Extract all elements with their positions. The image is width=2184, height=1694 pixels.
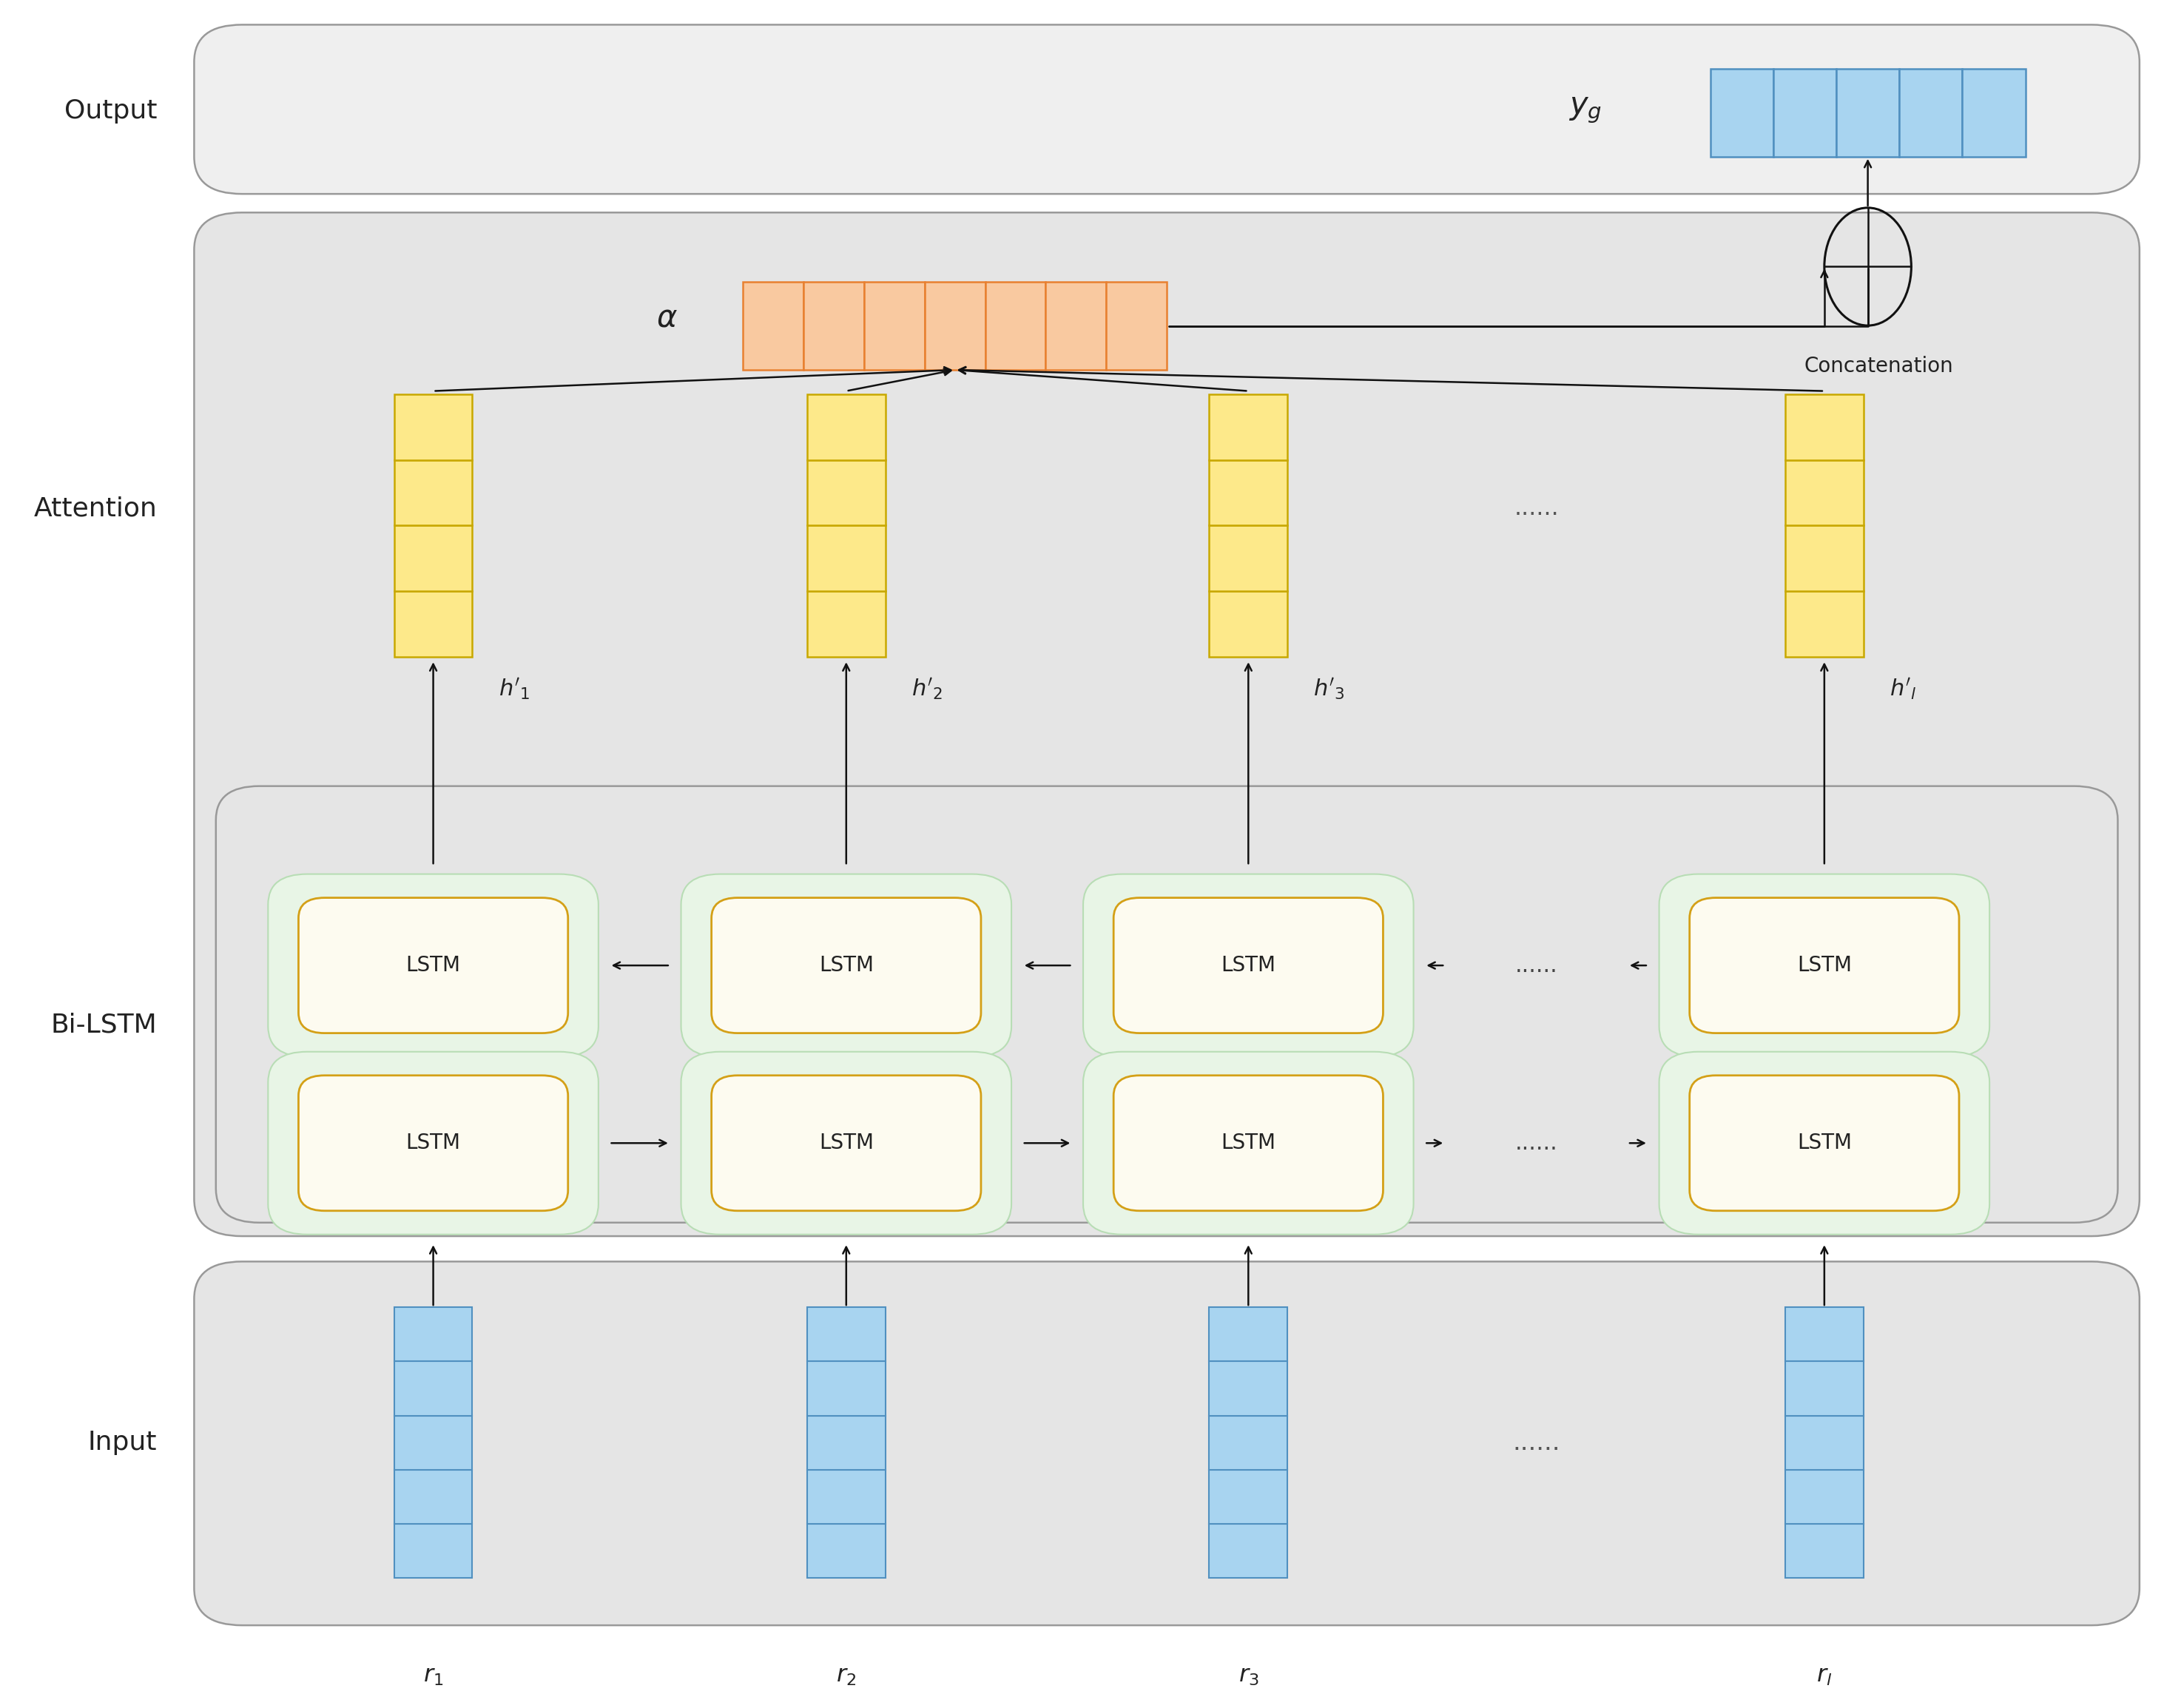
Text: LSTM: LSTM [819,1133,874,1154]
FancyBboxPatch shape [1660,1052,1990,1235]
Text: ......: ...... [1516,1132,1557,1154]
Text: LSTM: LSTM [406,1133,461,1154]
Bar [393,461,472,525]
Bar [1210,1470,1286,1525]
Bar [808,1416,885,1470]
Bar [1784,591,1863,657]
Text: ......: ...... [1514,496,1559,520]
Bar [1210,1308,1286,1362]
Bar [393,1362,472,1416]
Bar [985,281,1046,369]
Text: Bi-LSTM: Bi-LSTM [50,1011,157,1037]
Bar [1210,591,1286,657]
Bar [1784,1525,1863,1577]
Bar [1210,1416,1286,1470]
FancyBboxPatch shape [1083,874,1413,1057]
Bar [393,1470,472,1525]
FancyBboxPatch shape [194,1262,2140,1625]
Bar [808,1525,885,1577]
Bar [1210,525,1286,591]
Text: LSTM: LSTM [1797,955,1852,976]
Bar [808,1470,885,1525]
Bar [804,281,865,369]
FancyBboxPatch shape [299,1076,568,1211]
Bar [1900,69,1963,156]
Text: $h'_l$: $h'_l$ [1889,678,1918,703]
Text: Concatenation: Concatenation [1804,356,1952,376]
Bar [393,395,472,461]
Text: ......: ...... [1516,955,1557,976]
Bar [393,1416,472,1470]
Text: $r_l$: $r_l$ [1817,1665,1832,1687]
Bar [808,525,885,591]
Bar [1784,461,1863,525]
Bar [393,525,472,591]
Bar [393,1525,472,1577]
Bar [1107,281,1166,369]
Text: $h'_1$: $h'_1$ [498,678,531,703]
Text: LSTM: LSTM [1221,955,1275,976]
FancyBboxPatch shape [1083,1052,1413,1235]
Bar [1210,395,1286,461]
FancyBboxPatch shape [194,212,2140,1237]
FancyBboxPatch shape [269,874,598,1057]
Text: LSTM: LSTM [1221,1133,1275,1154]
Text: $y_g$: $y_g$ [1568,93,1601,125]
Bar [1784,1362,1863,1416]
Bar [808,461,885,525]
Bar [1784,525,1863,591]
Text: ......: ...... [1514,1430,1559,1455]
FancyBboxPatch shape [1114,898,1382,1033]
Text: Input: Input [87,1430,157,1455]
FancyBboxPatch shape [681,874,1011,1057]
Text: LSTM: LSTM [406,955,461,976]
FancyBboxPatch shape [1114,1076,1382,1211]
Bar [393,591,472,657]
Bar [1210,1362,1286,1416]
FancyBboxPatch shape [712,898,981,1033]
Text: $r_1$: $r_1$ [424,1665,443,1687]
FancyBboxPatch shape [712,1076,981,1211]
FancyBboxPatch shape [1690,898,1959,1033]
Bar [1210,1525,1286,1577]
Bar [1784,1416,1863,1470]
Bar [1773,69,1837,156]
Bar [743,281,804,369]
Bar [808,591,885,657]
Bar [1784,395,1863,461]
FancyBboxPatch shape [269,1052,598,1235]
Bar [865,281,924,369]
FancyBboxPatch shape [194,25,2140,193]
Bar [1963,69,2025,156]
FancyBboxPatch shape [1660,874,1990,1057]
Bar [1784,1470,1863,1525]
Bar [1710,69,1773,156]
Text: $h'_2$: $h'_2$ [911,678,943,703]
FancyBboxPatch shape [216,786,2118,1223]
Text: $\alpha$: $\alpha$ [657,302,677,334]
Bar [924,281,985,369]
Bar [1046,281,1107,369]
Bar [1837,69,1900,156]
Bar [393,1308,472,1362]
Text: $r_2$: $r_2$ [836,1665,856,1687]
Text: LSTM: LSTM [1797,1133,1852,1154]
Bar [1784,1308,1863,1362]
FancyBboxPatch shape [1690,1076,1959,1211]
Bar [808,395,885,461]
Text: $h'_3$: $h'_3$ [1313,678,1345,703]
Text: Attention: Attention [33,496,157,522]
Bar [1210,461,1286,525]
FancyBboxPatch shape [681,1052,1011,1235]
Bar [808,1308,885,1362]
FancyBboxPatch shape [299,898,568,1033]
Bar [808,1362,885,1416]
Text: LSTM: LSTM [819,955,874,976]
Text: $r_3$: $r_3$ [1238,1665,1258,1687]
Text: Output: Output [63,98,157,124]
